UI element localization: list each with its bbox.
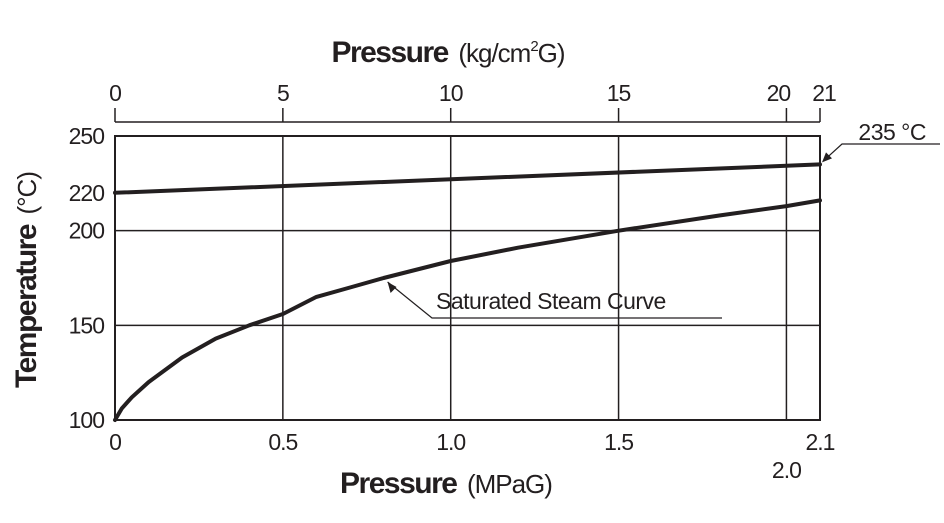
plot-frame — [114, 135, 821, 421]
x2-tick-label: 20 — [767, 80, 791, 106]
x-tick-label: 2.1 — [806, 429, 835, 455]
x2-tick-label: 5 — [277, 80, 289, 106]
annotation-arrowhead — [387, 282, 397, 293]
y-axis-title: Temperature (°C) — [10, 172, 43, 388]
x-tick-label: 0 — [109, 429, 121, 455]
x2-tick-label: 0 — [109, 80, 121, 106]
x2-axis-title-bold: Pressure — [331, 36, 448, 69]
annotation-arrowhead — [822, 152, 832, 163]
x2-tick-label: 21 — [812, 80, 836, 106]
y-tick-label: 220 — [69, 180, 105, 206]
x-tick-label: 1.5 — [604, 429, 633, 455]
y-tick-label: 200 — [69, 218, 105, 244]
saturated-steam-curve — [113, 198, 822, 422]
x-tick-label: 0.5 — [268, 429, 297, 455]
x2-tick-label: 10 — [439, 80, 463, 106]
x-axis-title: Pressure (MPaG) — [340, 467, 552, 500]
x2-tick-label: 15 — [607, 80, 631, 106]
y-tick-label: 250 — [69, 123, 105, 149]
y-tick-label: 150 — [69, 312, 105, 338]
x2-axis-title: Pressure (kg/cm2G) — [331, 36, 564, 69]
max-temperature-line — [113, 162, 822, 195]
annotation-saturated-steam-curve: Saturated Steam Curve — [436, 288, 666, 314]
annotation-235c: 235 °C — [858, 119, 926, 145]
x-tick-label: 1.0 — [436, 429, 465, 455]
annotation-leader — [824, 143, 940, 160]
y-tick-label: 100 — [69, 407, 105, 433]
annotation-leader — [387, 281, 722, 319]
x-tick-label: 2.0 — [772, 457, 801, 483]
